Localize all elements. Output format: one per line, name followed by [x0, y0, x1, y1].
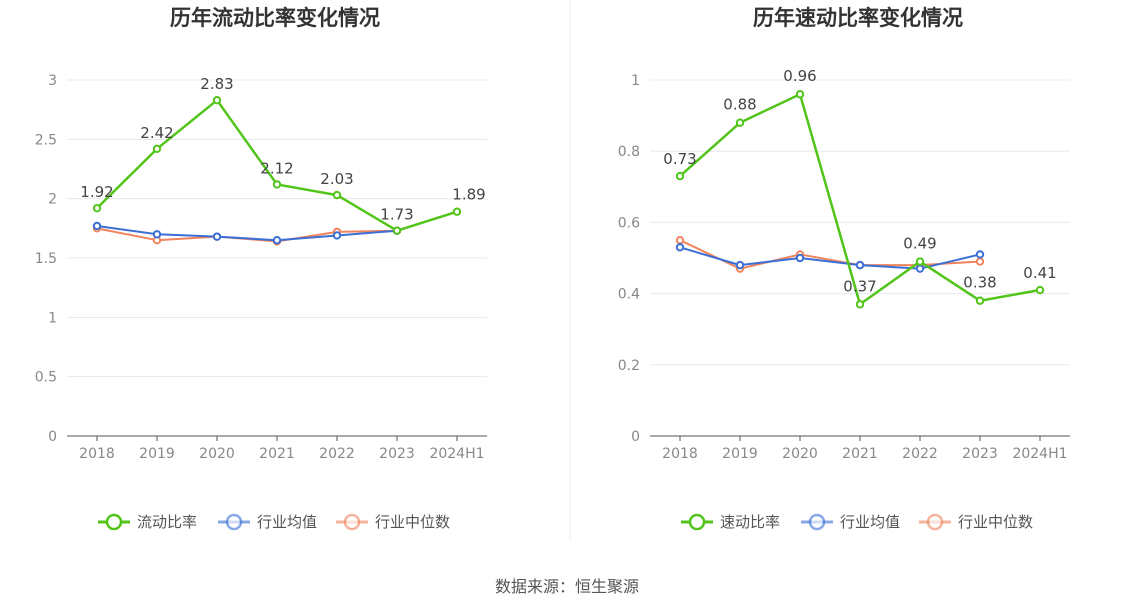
- y-tick-label: 1: [48, 310, 57, 326]
- legend-marker: [343, 513, 361, 531]
- y-tick-label: 0: [631, 429, 640, 445]
- data-point: [392, 226, 402, 235]
- data-label: 1.92: [80, 183, 113, 201]
- y-tick-label: 0: [48, 429, 57, 445]
- x-tick-label: 2024H1: [1012, 446, 1067, 462]
- data-label: 2.42: [140, 124, 173, 142]
- x-tick-label: 2020: [199, 446, 235, 462]
- legend-marker: [926, 513, 944, 531]
- data-point: [915, 257, 925, 266]
- data-point: [735, 118, 745, 127]
- x-tick-label: 2019: [139, 446, 175, 462]
- data-point: [92, 221, 102, 231]
- data-point: [212, 232, 222, 241]
- x-tick-label: 2024H1: [429, 446, 484, 462]
- data-label: 0.49: [903, 235, 936, 253]
- data-point: [675, 243, 685, 252]
- y-tick-label: 1.5: [35, 251, 57, 267]
- x-tick-label: 2019: [722, 446, 758, 462]
- legend-marker: [688, 513, 706, 531]
- legend-item[interactable]: 行业均值: [218, 513, 317, 531]
- legend-item[interactable]: 流动比率: [98, 513, 197, 531]
- x-tick-label: 2018: [662, 446, 698, 462]
- data-point: [795, 90, 805, 99]
- chart-title: 历年流动比率变化情况: [170, 6, 380, 30]
- legend-marker: [808, 513, 826, 531]
- data-label: 0.41: [1023, 264, 1056, 282]
- data-label: 1.73: [380, 206, 413, 224]
- data-point: [332, 190, 342, 200]
- y-tick-label: 2: [48, 192, 57, 208]
- y-tick-label: 3: [48, 73, 57, 89]
- legend-item[interactable]: 行业中位数: [919, 513, 1033, 531]
- data-point: [272, 180, 282, 189]
- data-point: [795, 253, 805, 263]
- legend-label: 流动比率: [137, 513, 197, 531]
- legend-marker: [105, 513, 123, 531]
- data-point: [975, 296, 985, 305]
- chart-title: 历年速动比率变化情况: [753, 6, 963, 30]
- data-label: 0.96: [783, 67, 816, 85]
- series-line-1: [96, 224, 398, 242]
- series-line-1: [679, 246, 981, 270]
- x-tick-label: 2022: [902, 446, 938, 462]
- data-label: 2.03: [320, 170, 353, 188]
- data-label: 2.12: [260, 159, 293, 177]
- legend-label: 速动比率: [720, 513, 780, 531]
- data-point: [92, 203, 102, 213]
- x-tick-label: 2021: [842, 446, 878, 462]
- legend-item[interactable]: 行业均值: [801, 513, 900, 531]
- y-tick-label: 0.2: [618, 358, 640, 374]
- data-point: [272, 236, 282, 245]
- data-point: [152, 144, 162, 154]
- x-tick-label: 2018: [79, 446, 115, 462]
- x-tick-label: 2020: [782, 446, 818, 462]
- data-point: [212, 95, 222, 105]
- data-label: 2.83: [200, 75, 233, 93]
- current-ratio-chart: 历年流动比率变化情况 0 0.5 1 1.5 2 2.5 3 2018 2019 2020 2021 2…: [35, 6, 487, 531]
- data-point: [452, 207, 462, 216]
- legend-label: 行业均值: [257, 513, 317, 531]
- y-tick-label: 2.5: [35, 132, 57, 148]
- legend-item[interactable]: 行业中位数: [336, 513, 450, 531]
- series-line-2: [679, 239, 981, 270]
- x-tick-label: 2023: [962, 446, 998, 462]
- data-point: [855, 260, 865, 270]
- x-tick-label: 2022: [319, 446, 355, 462]
- data-point: [975, 257, 985, 266]
- data-point: [975, 250, 985, 259]
- quick-ratio-chart: 历年速动比率变化情况 0 0.2 0.4 0.6 0.8 1 2018 2019 2020 2021…: [618, 6, 1070, 531]
- x-tick-label: 2021: [259, 446, 295, 462]
- data-point: [332, 231, 342, 240]
- y-tick-label: 0.6: [618, 215, 640, 231]
- y-tick-label: 1: [631, 73, 640, 89]
- data-label: 0.37: [843, 277, 876, 295]
- data-point: [735, 260, 745, 270]
- x-tick-label: 2023: [379, 446, 415, 462]
- data-point: [915, 264, 925, 273]
- data-point: [152, 230, 162, 239]
- data-point: [675, 171, 685, 181]
- legend-marker: [225, 513, 243, 531]
- data-label: 0.38: [963, 274, 996, 292]
- legend-label: 行业中位数: [958, 513, 1033, 531]
- data-label: 1.89: [452, 186, 485, 204]
- data-label: 0.73: [663, 150, 696, 168]
- data-point: [675, 236, 685, 245]
- y-tick-label: 0.4: [618, 287, 640, 303]
- data-point: [855, 300, 865, 309]
- y-tick-label: 0.5: [35, 370, 57, 386]
- data-point: [1035, 285, 1045, 295]
- legend-label: 行业均值: [840, 513, 900, 531]
- legend-label: 行业中位数: [375, 513, 450, 531]
- data-source: 数据来源：恒生聚源: [495, 577, 639, 596]
- y-tick-label: 0.8: [618, 144, 640, 160]
- data-label: 0.88: [723, 96, 756, 114]
- legend-item[interactable]: 速动比率: [681, 513, 780, 531]
